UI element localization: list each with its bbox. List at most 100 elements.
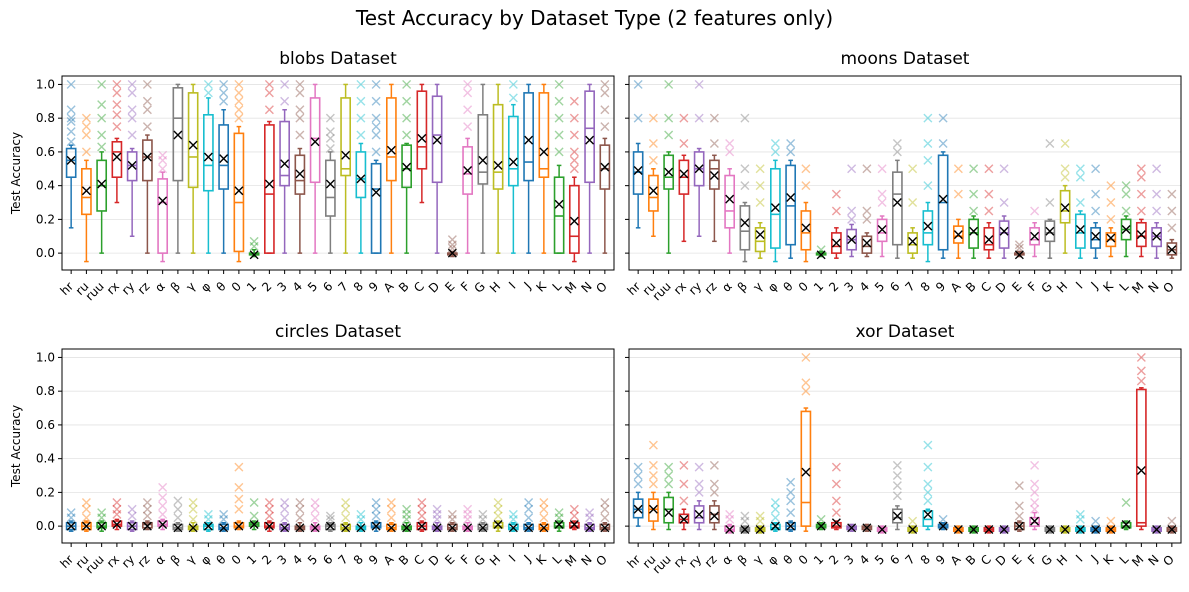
mean-marker (539, 523, 549, 533)
box-rect (907, 232, 918, 254)
outlier-point (786, 147, 796, 157)
outlier-point (234, 96, 244, 106)
outlier-point (984, 164, 994, 174)
x-tick-label: 7 (335, 552, 350, 567)
x-tick-label: ry (686, 552, 704, 570)
mean-marker (112, 519, 122, 529)
box-rect (218, 124, 230, 190)
outlier-point (127, 88, 137, 98)
outlier-point (295, 513, 305, 523)
box-O (1166, 516, 1178, 534)
x-tick-label: K (1101, 551, 1117, 567)
box-rect (553, 176, 565, 254)
x-tick-label: I (1073, 279, 1085, 291)
outlier-point (264, 511, 274, 521)
box-c952 (218, 509, 230, 533)
box-rect (785, 164, 797, 246)
outlier-point (755, 511, 765, 521)
box-N (1151, 525, 1162, 534)
outlier-point (648, 138, 658, 148)
x-tick-label: ruu (83, 279, 107, 303)
box-6 (892, 138, 903, 259)
x-tick-label: A (948, 552, 964, 568)
mean-marker (740, 218, 750, 228)
mean-marker (801, 223, 811, 233)
mean-marker (386, 145, 396, 155)
box-rect (584, 90, 595, 184)
outlier-point (923, 138, 933, 148)
mean-marker (295, 169, 305, 179)
box-N (584, 508, 595, 533)
box-rect (385, 97, 397, 182)
outlier-point (877, 164, 887, 174)
outlier-point (1152, 189, 1162, 199)
mean-marker (97, 521, 107, 531)
outlier-point (97, 142, 107, 152)
box-rect (431, 95, 443, 184)
outlier-point (877, 198, 887, 208)
box-H (1059, 525, 1071, 534)
box-rect (632, 498, 644, 519)
x-tick-label: β (735, 279, 750, 294)
y-tick-label: 1.0 (36, 350, 55, 364)
mean-marker (249, 519, 259, 529)
box-rect (800, 410, 812, 527)
mean-marker (679, 514, 689, 524)
outlier-point (234, 462, 244, 472)
outlier-point (953, 189, 963, 199)
x-tick-label: M (562, 279, 579, 296)
box-rx (111, 498, 123, 531)
outlier-point (219, 96, 229, 106)
outlier-point (999, 164, 1009, 174)
box-c945 (724, 138, 736, 254)
box-F (462, 504, 473, 533)
box-0 (233, 79, 245, 263)
outlier-point (188, 514, 198, 524)
mean-marker (234, 186, 244, 196)
outlier-point (725, 514, 735, 524)
box-J (1090, 164, 1101, 259)
x-tick-label: O (1160, 552, 1177, 569)
panel-title: circles Dataset (275, 322, 401, 342)
mean-marker (402, 523, 412, 533)
outlier-point (524, 513, 534, 523)
box-rect (998, 220, 1010, 249)
outlier-point (142, 122, 152, 132)
x-tick-label: E (442, 279, 457, 294)
outlier-point (280, 96, 290, 106)
x-tick-label: B (963, 552, 979, 568)
outlier-point (664, 471, 674, 481)
outlier-point (1152, 164, 1162, 174)
box-M (1135, 164, 1147, 258)
x-tick-label: ry (686, 279, 704, 297)
outlier-point (1136, 366, 1146, 376)
outlier-point (97, 100, 107, 110)
outlier-point (524, 504, 534, 514)
y-tick-label: 0.0 (36, 246, 55, 260)
y-tick-label: 0.8 (36, 111, 55, 125)
box-L (553, 79, 565, 254)
outlier-point (770, 138, 780, 148)
outlier-point (801, 378, 811, 388)
outlier-point (1091, 164, 1101, 174)
outlier-point (679, 138, 689, 148)
outlier-point (142, 96, 152, 106)
outlier-point (648, 479, 658, 489)
outlier-point (371, 113, 381, 123)
box-ry (126, 79, 138, 238)
box-9 (937, 514, 949, 531)
box-rect (538, 92, 550, 179)
outlier-point (569, 113, 579, 123)
box-rx (678, 460, 690, 531)
mean-marker (569, 216, 579, 226)
box-5 (309, 83, 321, 254)
outlier-point (173, 504, 183, 514)
x-tick-label: G (1038, 552, 1054, 568)
box-c966 (770, 498, 781, 532)
mean-marker (1014, 250, 1024, 260)
outlier-point (463, 514, 473, 524)
outlier-point (447, 509, 457, 519)
x-tick-label: θ (214, 279, 229, 294)
x-tick-label: 5 (305, 552, 320, 567)
mean-marker (908, 525, 918, 534)
